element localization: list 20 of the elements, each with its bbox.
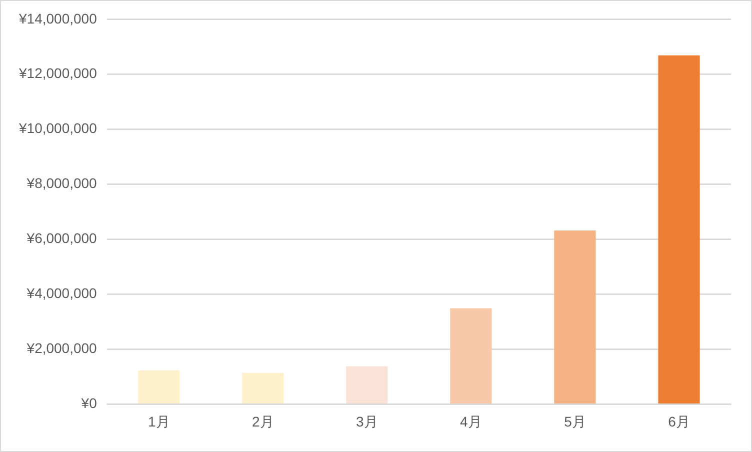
x-tick-label: 4月 [460,413,482,430]
y-tick-label: ¥0 [80,395,98,412]
y-tick-label: ¥4,000,000 [26,285,98,302]
y-tick-label: ¥14,000,000 [18,10,98,26]
y-tick-label: ¥8,000,000 [26,175,98,192]
x-tick-label: 2月 [252,413,274,430]
bar [346,366,388,404]
bar [450,308,492,404]
x-tick-label: 1月 [148,413,170,430]
bar [138,370,180,404]
x-tick-label: 5月 [564,413,586,430]
y-tick-label: ¥6,000,000 [26,230,98,246]
bar [658,55,700,404]
bar [242,372,284,404]
x-tick-label: 3月 [356,413,378,430]
y-tick-label: ¥2,000,000 [26,340,98,356]
y-tick-label: ¥12,000,000 [18,65,98,82]
y-tick-label: ¥10,000,000 [18,120,98,136]
x-tick-label: 6月 [668,413,690,430]
bar [554,230,596,404]
